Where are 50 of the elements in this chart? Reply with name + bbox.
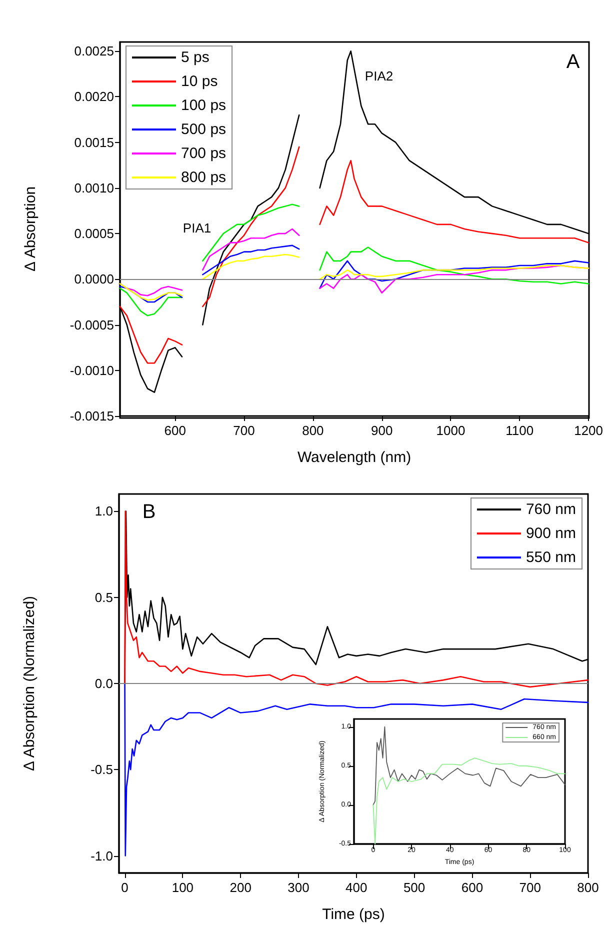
legend-label: 900 nm	[526, 525, 576, 542]
y-tick-label: 0.0015	[74, 134, 114, 150]
annotation: PIA1	[182, 220, 212, 236]
x-tick-label: 600	[461, 880, 484, 895]
x-tick-label: 200	[230, 880, 252, 895]
annotation: PIA2	[364, 68, 394, 84]
legend-label: 760 nm	[526, 501, 576, 518]
x-tick-label: 1200	[574, 423, 603, 438]
legend-label: 500 ps	[181, 121, 226, 138]
x-tick-label: 700	[519, 880, 541, 895]
x-tick-label: 1100	[506, 423, 534, 438]
legend-label: 10 ps	[181, 73, 218, 90]
x-tick-label: 900	[370, 423, 393, 438]
legend-label: 550 nm	[526, 549, 576, 566]
legend-label: 800 ps	[181, 169, 226, 186]
y-tick-label: 0.0020	[74, 89, 114, 104]
x-axis-title: Wavelength (nm)	[297, 449, 412, 466]
y-axis-title: Δ Absorption (Normalized)	[21, 596, 38, 772]
annotation: B	[142, 501, 156, 523]
y-axis-title: Δ Absorption	[22, 186, 39, 272]
x-axis-title: Time (ps)	[322, 906, 385, 923]
x-tick-label: 500	[403, 880, 426, 895]
line-series	[124, 682, 589, 856]
line-series	[372, 758, 566, 844]
x-tick-label: 800	[302, 423, 324, 438]
x-tick-label: 700	[233, 423, 255, 438]
legend-label: 700 ps	[181, 145, 226, 162]
y-tick-label: 0.0	[94, 676, 113, 691]
y-tick-label: -1.0	[90, 848, 113, 864]
y-tick-label: -0.0005	[70, 317, 114, 332]
x-tick-label: 600	[164, 423, 186, 438]
annotation: A	[566, 51, 580, 73]
y-tick-label: -0.5	[90, 762, 113, 778]
legend-label: 100 ps	[181, 97, 226, 114]
x-tick-label: 800	[577, 880, 599, 895]
y-tick-label: -0.0010	[70, 362, 114, 378]
y-tick-label: -0.0015	[70, 408, 114, 424]
line-series	[372, 726, 566, 806]
x-tick-label: 1000	[436, 423, 466, 438]
y-tick-label: 0.0005	[74, 226, 114, 242]
y-tick-label: 0.0010	[74, 180, 114, 196]
x-tick-label: 400	[346, 880, 368, 895]
legend-label: 5 ps	[181, 49, 210, 66]
x-tick-label: 300	[288, 880, 310, 895]
x-tick-label: 100	[172, 880, 194, 895]
y-tick-label: 0.0000	[74, 272, 114, 287]
y-tick-label: 1.0	[94, 504, 113, 519]
x-tick-label: 0	[121, 880, 128, 895]
y-tick-label: 0.5	[94, 590, 113, 605]
y-tick-label: 0.0025	[74, 44, 114, 59]
